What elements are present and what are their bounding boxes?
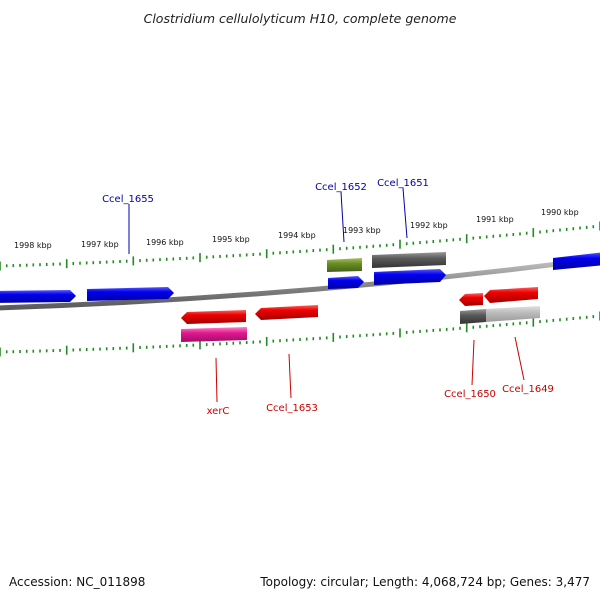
gene-ccel-1651-arrow[interactable]: [374, 269, 446, 285]
label-ccel-1651[interactable]: Ccel_1651: [377, 178, 429, 189]
ruler-label-1993: 1993 kbp: [343, 226, 381, 235]
ruler-label-1992: 1992 kbp: [410, 221, 448, 230]
label-ccel-1652[interactable]: Ccel_1652: [315, 182, 367, 193]
footer-summary: Topology: circular; Length: 4,068,724 bp…: [259, 575, 590, 589]
leader-ccel-1652: [340, 191, 345, 243]
footer-accession: Accession: NC_011898: [9, 575, 145, 589]
label-ccel-1650[interactable]: Ccel_1650: [444, 389, 496, 400]
label-ccel-1653[interactable]: Ccel_1653: [266, 403, 318, 414]
gene-ccel-1649-arrow[interactable]: [484, 287, 538, 303]
ruler-label-1991: 1991 kbp: [476, 215, 514, 224]
gene-ccel-1655-arrow[interactable]: [87, 287, 174, 301]
ruler-label-1990: 1990 kbp: [541, 208, 579, 217]
upper-ruler-ticks: [0, 221, 600, 271]
gene-ccel-1648-arrow[interactable]: [553, 252, 600, 270]
leader-ccel-1650: [471, 339, 475, 386]
label-xerc[interactable]: xerC: [207, 406, 230, 417]
lower-ruler-ticks: [0, 311, 600, 357]
leader-xerc: [215, 357, 218, 403]
ruler-label-1998: 1998 kbp: [14, 241, 52, 250]
leader-ccel-1653: [288, 353, 292, 399]
gene-labels: Ccel_1655 Ccel_1652 Ccel_1651 xerC Ccel_…: [102, 178, 554, 417]
feature-ccel-1651-pseudo[interactable]: [372, 252, 446, 268]
gene-ccel-1656-arrow[interactable]: [0, 290, 76, 303]
label-ccel-1649[interactable]: Ccel_1649: [502, 384, 554, 395]
gene-ccel-1652-arrow[interactable]: [328, 276, 364, 289]
gene-xerc-arrow[interactable]: [181, 310, 246, 324]
reverse-strand-features: [181, 287, 540, 342]
label-ccel-1655[interactable]: Ccel_1655: [102, 194, 154, 205]
ruler-label-1996: 1996 kbp: [146, 238, 184, 247]
feature-ccel-1652-rna[interactable]: [327, 258, 362, 272]
ruler-label-1995: 1995 kbp: [212, 235, 250, 244]
ruler-label-1994: 1994 kbp: [278, 231, 316, 240]
genome-backbone: [0, 256, 600, 311]
leader-ccel-1649: [514, 336, 525, 381]
gene-ccel-1650-arrow[interactable]: [459, 293, 483, 306]
ruler-label-1997: 1997 kbp: [81, 240, 119, 249]
feature-xerc-misc[interactable]: [181, 327, 247, 342]
forward-strand-features: [0, 252, 600, 303]
feature-ccel-1649-misc[interactable]: [486, 306, 540, 322]
map-title: Clostridium cellulolyticum H10, complete…: [144, 11, 457, 26]
leader-ccel-1651: [402, 187, 408, 239]
feature-ccel-1650-pseudo[interactable]: [460, 309, 486, 324]
gene-ccel-1653-arrow[interactable]: [255, 305, 318, 320]
ruler-labels: 1998 kbp 1997 kbp 1996 kbp 1995 kbp 1994…: [14, 208, 579, 250]
